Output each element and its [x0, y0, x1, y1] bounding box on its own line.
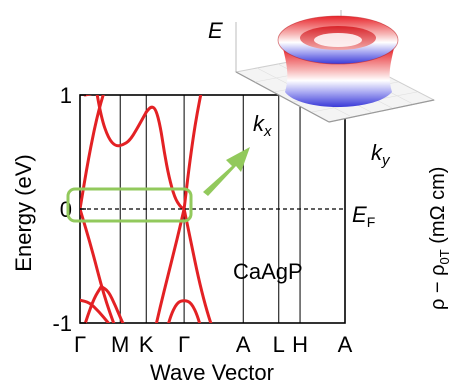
x-tick-label: Γ	[74, 332, 86, 357]
right-axis-label: ρ − ρ0T (mΩ cm)	[427, 167, 452, 310]
x-tick-label: A	[236, 332, 251, 357]
dirac-highlight-box	[66, 187, 193, 223]
dirac-surface-inset: E kx ky	[208, 10, 436, 169]
band-line	[182, 207, 213, 323]
surface-z-label: E	[208, 18, 223, 43]
surface-lower-body	[283, 48, 394, 107]
band-line	[99, 285, 125, 323]
x-tick-label: H	[292, 332, 308, 357]
fermi-label-sub: F	[367, 214, 376, 230]
band-line	[80, 207, 116, 323]
x-axis-label: Wave Vector	[150, 360, 274, 385]
surface-ky-label: ky	[371, 140, 391, 169]
band-line	[182, 95, 203, 211]
band-line	[80, 298, 110, 323]
fermi-level-label: EF	[352, 202, 375, 230]
fermi-label-main: E	[352, 202, 367, 227]
x-tick-label: L	[273, 332, 285, 357]
surface-y-axis	[328, 99, 435, 123]
ky-main: k	[371, 140, 383, 165]
surface-x-axis	[235, 71, 330, 123]
band-line	[95, 95, 148, 148]
surface-rim-outline	[277, 15, 399, 65]
band-line	[154, 207, 186, 323]
ky-sub: y	[381, 152, 391, 169]
x-tick-label: A	[338, 332, 353, 357]
band-line	[167, 299, 202, 323]
surface-inner-ring	[314, 33, 362, 47]
y-axis-label: Energy (eV)	[11, 154, 36, 271]
band-line	[144, 105, 186, 211]
band-line	[83, 285, 103, 323]
surface-kx-label: kx	[253, 111, 272, 140]
x-tick-label: Γ	[178, 332, 190, 357]
band-line	[83, 95, 93, 97]
material-label: CaAgP	[233, 259, 303, 284]
band-lines	[80, 95, 213, 323]
kx-sub: x	[263, 123, 272, 140]
right-axis-unit: (mΩ cm)	[427, 167, 449, 250]
x-tick-label: K	[139, 332, 154, 357]
right-axis-sub: 0T	[437, 249, 452, 264]
kx-main: k	[253, 111, 265, 136]
kpoint-gridlines	[119, 95, 301, 323]
y-tick-label: 1	[60, 83, 72, 108]
x-tick-label: M	[111, 332, 129, 357]
right-axis-main: ρ − ρ	[427, 264, 449, 310]
y-tick-label: -1	[52, 311, 72, 336]
arrow-to-surface	[203, 147, 250, 196]
